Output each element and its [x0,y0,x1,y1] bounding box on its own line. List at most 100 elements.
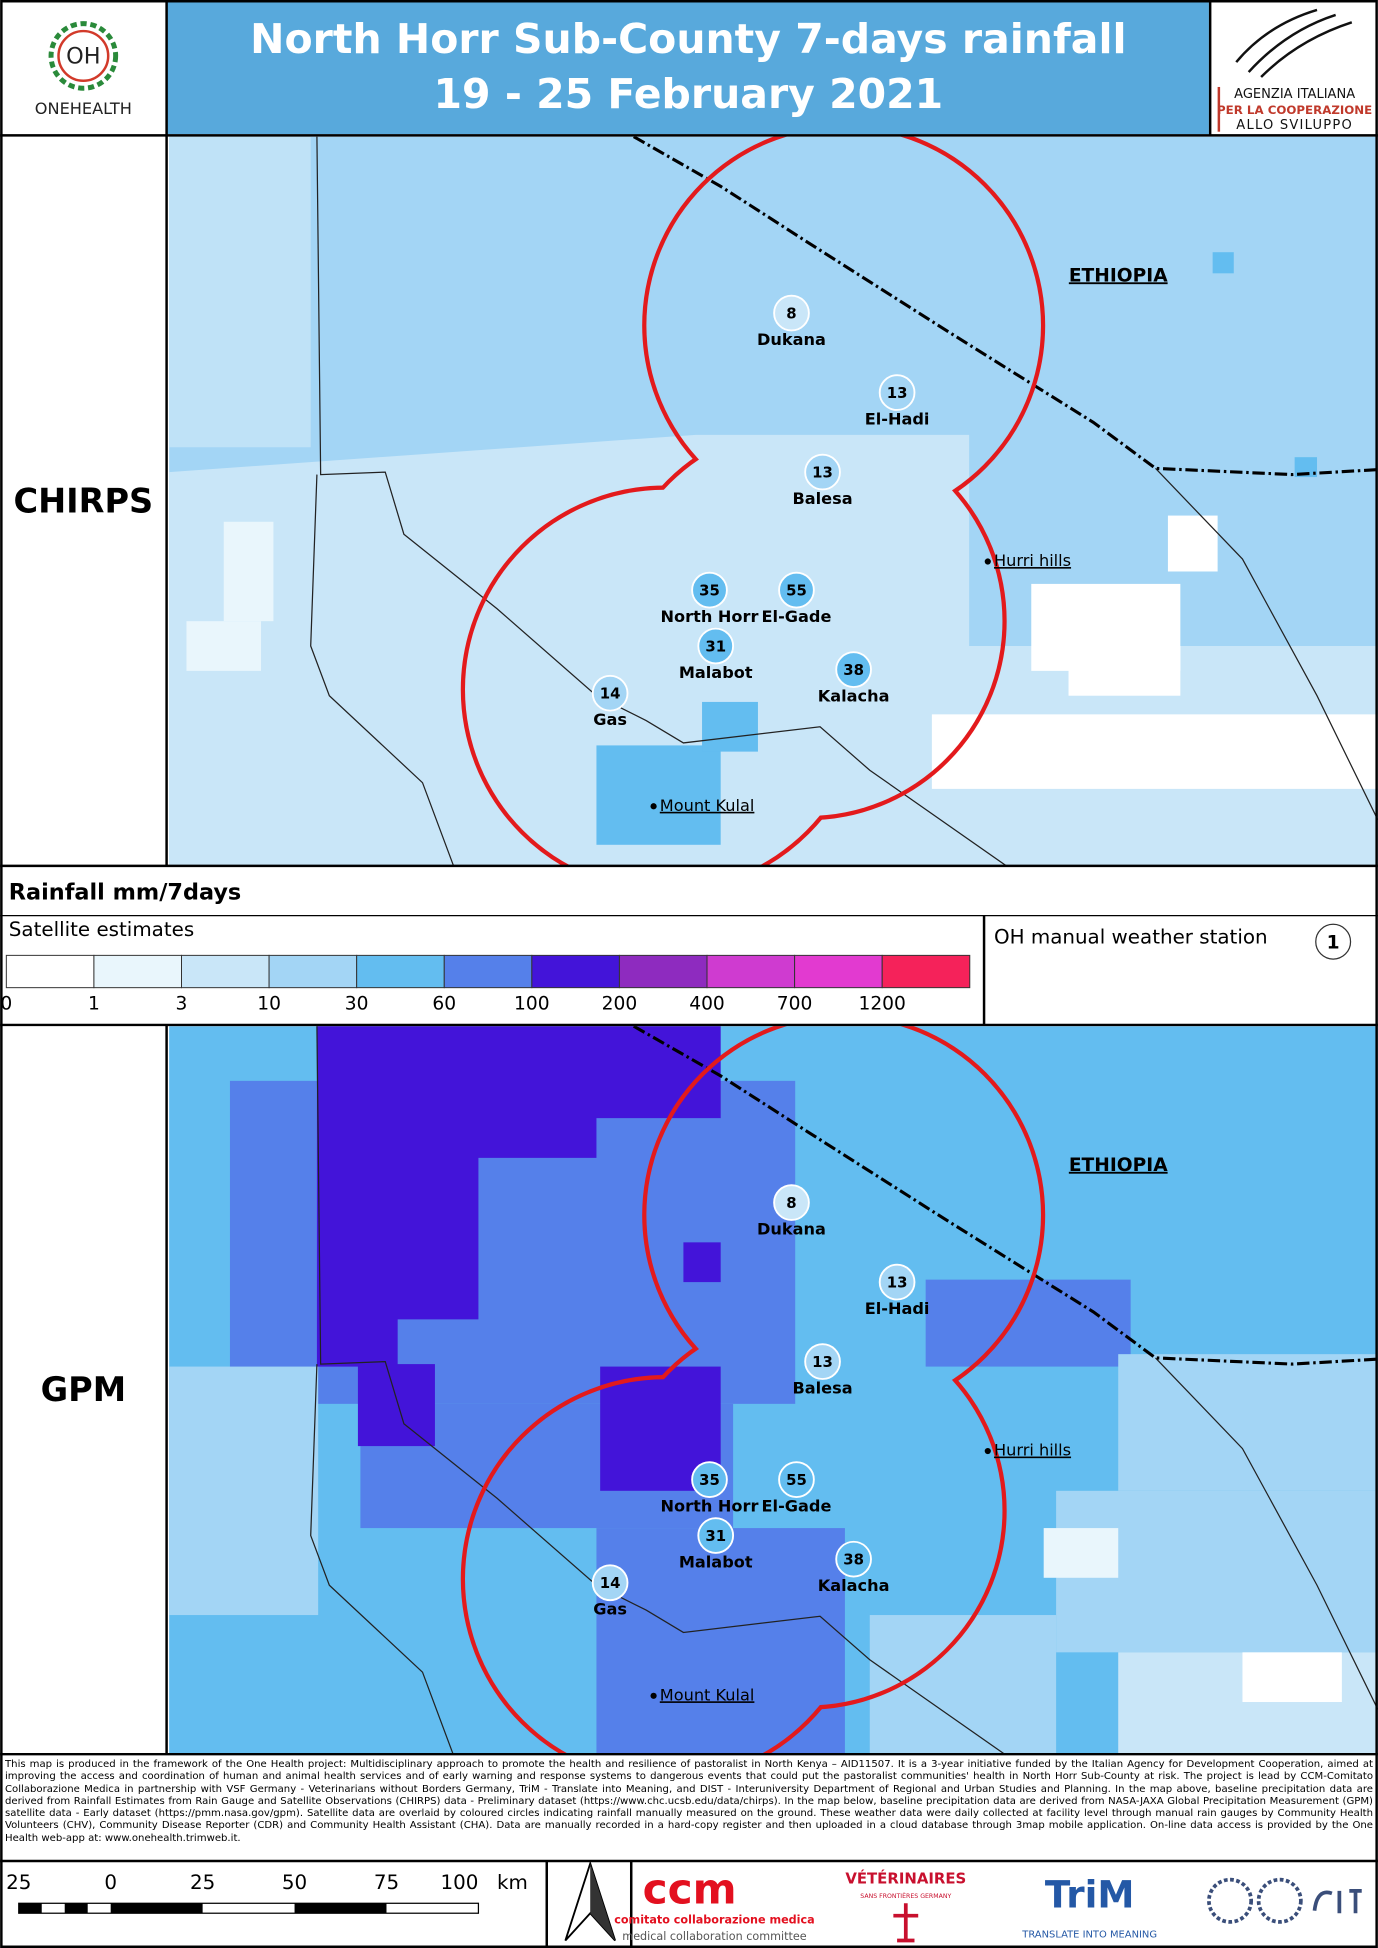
station-name: Kalacha [818,686,890,705]
legend-swatch [93,954,182,989]
trim-logo: TriM [1045,1873,1135,1917]
oh-logo-ring [48,21,119,91]
place-label: Hurri hills [994,1441,1071,1460]
ccm-logo: ccm [643,1865,737,1914]
station-value: 35 [699,1471,720,1489]
scale-segment [18,1903,42,1914]
scale-tick-label: 0 [104,1871,117,1894]
station-name: Balesa [792,489,852,508]
map-overlays: ETHIOPIA Hurri hills Mount Kulal 8 Dukana 13 E… [310,136,1378,1755]
station-marker [878,374,916,411]
station-marker [835,651,872,688]
outline-lobe [608,1311,1007,1710]
station-marker [804,453,841,491]
international-border [632,136,1378,477]
station-name: Dukana [757,1219,826,1238]
station-marker [878,1263,916,1301]
legend-swatch [881,954,971,989]
station-name: Gas [593,710,627,729]
legend-break: 100 [514,993,550,1014]
scale-tick-label: 25 [190,1871,215,1894]
scale-tick-label: 100 [441,1871,479,1894]
legend-break: 1200 [858,993,905,1014]
scale-segment [294,1903,387,1914]
map-panel: ETHIOPIA Hurri hills Mount Kulal 8 Dukana 13 E… [310,1026,1378,1755]
title-line-2: 19 - 25 February 2021 [434,70,944,118]
station-name: Malabot [679,663,753,682]
oh-logo-mark: OH [66,44,100,70]
legend-break: 3 [176,993,188,1014]
station-key-number: 1 [1327,932,1340,953]
scale-tick-label: 25 [6,1871,31,1894]
place-dot [650,803,657,810]
station-value: 13 [812,1353,833,1371]
raster-cell [931,714,1378,789]
scale-tick-label: 50 [282,1871,307,1894]
university-seal [1207,1877,1254,1924]
outline-lobe [642,136,1046,527]
station-value: 35 [699,581,720,599]
chirps-raster [169,136,1378,866]
station-key-symbol [1315,923,1352,960]
scale-segment [110,1903,203,1914]
raster-cell [169,136,311,448]
raster-cell [357,1364,435,1447]
raster-cell [1242,1652,1342,1703]
place-dot [984,1447,991,1455]
station-name: Kalacha [818,1576,890,1595]
ccm-line-1: comitato collaborazione medica [614,1914,814,1927]
station-value: 13 [887,384,908,402]
station-value: 13 [812,463,833,481]
station-value: 8 [786,304,796,322]
outline-lobe [642,1026,1046,1417]
county-boundary [310,474,455,866]
country-label: ETHIOPIA [1069,1155,1168,1176]
place-label: Hurri hills [994,551,1071,570]
station-marker [697,627,735,665]
gpm-raster [169,1026,1378,1755]
raster-cell [596,1528,845,1755]
place-dot [650,1692,657,1699]
station-marker [835,1540,872,1578]
legend-break: 30 [345,993,369,1014]
county-boundary [1155,467,1378,821]
station-value: 14 [600,1574,621,1592]
map-overlay: ETHIOPIA Hurri hills Mount Kulal 8 Dukana 13 E… [310,136,1378,866]
panel-label: CHIRPS [14,482,154,521]
legend-break: 0 [0,993,12,1014]
raster-cell [223,521,274,622]
station-name: El-Hadi [865,409,930,428]
place-label: Mount Kulal [660,796,755,815]
station-marker [778,571,815,609]
title-line-1: North Horr Sub-County 7-days rainfall [250,15,1126,63]
station-name: Dukana [757,330,826,349]
country-label: ETHIOPIA [1069,265,1168,286]
station-marker [773,1184,810,1221]
footer-description: This map is produced in the framework of… [5,1759,1373,1844]
station-marker [591,674,629,712]
station-marker [804,1343,841,1380]
legend-swatch [268,954,358,989]
oh-logo-inner [57,29,110,82]
station-name: North Horr [661,607,759,626]
study-area-outline [460,136,1046,866]
aics-line-3: ALLO SVILUPPO [1236,118,1353,133]
scale-unit: km [497,1871,528,1894]
legend-break: 200 [602,993,638,1014]
raster-cell [316,1026,721,1367]
panel-label: GPM [41,1370,126,1409]
station-marker [591,1564,629,1602]
legend-break: 60 [432,993,456,1014]
university-seal [1256,1877,1303,1924]
scale-bar: 25 0 25 50 75 100 km [6,1871,528,1914]
legend: Rainfall mm/7days Satellite estimates OH… [0,880,1352,1014]
raster-cell [596,745,721,845]
raster-cell [683,1242,721,1283]
station-name: Malabot [679,1552,753,1571]
vsf-sub: SANS FRONTIÈRES GERMANY [860,1891,951,1900]
station-name: El-Hadi [865,1299,930,1318]
